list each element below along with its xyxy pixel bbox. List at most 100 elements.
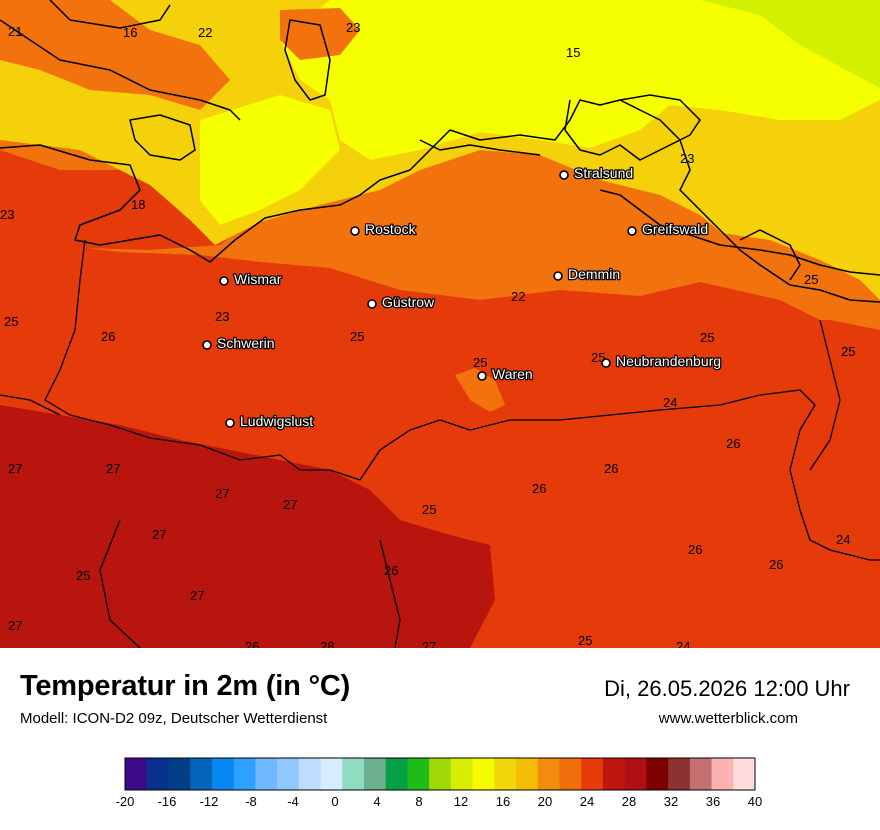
zone-16-20-west <box>200 95 340 225</box>
temp-label: 26 <box>769 557 783 572</box>
legend-swatch <box>711 758 734 790</box>
temp-label: 23 <box>0 207 14 222</box>
model-subtitle: Modell: ICON-D2 09z, Deutscher Wetterdie… <box>20 710 328 727</box>
city-schwerin: Schwerin <box>202 334 276 352</box>
city-stralsund: Stralsund <box>559 164 634 182</box>
legend-tick-label: 16 <box>496 794 510 809</box>
forecast-datetime: Di, 26.05.2026 12:00 Uhr <box>604 676 850 701</box>
legend-swatch <box>168 758 191 790</box>
temp-label: 24 <box>836 532 850 547</box>
temp-label: 15 <box>566 45 580 60</box>
city-guestrow: Güstrow <box>367 293 436 311</box>
temp-label: 26 <box>604 461 618 476</box>
zone-14-16 <box>700 0 880 88</box>
temp-label: 24 <box>676 639 690 648</box>
temp-label: 25 <box>841 344 855 359</box>
legend-tick-label: -4 <box>287 794 299 809</box>
temp-label: 27 <box>422 639 436 648</box>
legend-swatch <box>211 758 235 790</box>
temp-label: 26 <box>688 542 702 557</box>
legend-swatch <box>668 758 691 790</box>
temp-label: 27 <box>190 588 204 603</box>
legend-swatch <box>233 758 256 790</box>
legend-swatch <box>733 758 756 790</box>
temp-label: 25 <box>578 633 592 648</box>
temp-label: 26 <box>245 639 259 648</box>
city-label-stralsund: Stralsund <box>574 165 633 181</box>
city-waren: Waren <box>477 365 534 383</box>
temp-label: 25 <box>804 272 818 287</box>
temp-label: 27 <box>106 461 120 476</box>
legend-swatch <box>624 758 647 790</box>
temp-label: 25 <box>591 350 605 365</box>
temp-label: 27 <box>215 486 229 501</box>
legend-tick-label: 28 <box>622 794 636 809</box>
city-label-wismar: Wismar <box>234 271 282 287</box>
legend-tick-label: 40 <box>748 794 762 809</box>
legend-tick-label: 36 <box>706 794 720 809</box>
temp-label: 22 <box>198 25 212 40</box>
color-legend: -20 -16 -12 -8 -4 0 4 8 12 16 20 24 28 32 36 40 <box>116 757 762 809</box>
city-label-ludwigslust: Ludwigslust <box>240 413 313 429</box>
legend-swatch <box>472 758 495 790</box>
legend-swatch <box>429 758 452 790</box>
temp-label: 26 <box>726 436 740 451</box>
legend-border <box>124 757 756 791</box>
temp-label: 27 <box>283 497 297 512</box>
zone-22-24-nw <box>0 0 230 110</box>
legend-swatch <box>298 758 322 790</box>
website-link[interactable]: www.wetterblick.com <box>658 710 798 727</box>
legend-swatch <box>407 758 430 790</box>
temp-label: 27 <box>152 527 166 542</box>
legend-swatch <box>277 758 300 790</box>
legend-tick-label: 24 <box>580 794 594 809</box>
city-ludwigslust: Ludwigslust <box>225 412 315 430</box>
zone-22-24-east <box>690 230 880 330</box>
temp-label: 28 <box>320 639 334 648</box>
temp-label: 27 <box>8 618 22 633</box>
legend-tick-label: -8 <box>245 794 257 809</box>
zone-22-24-lake <box>455 368 505 412</box>
legend-swatches <box>124 757 756 791</box>
temp-label: 25 <box>700 330 714 345</box>
city-rostock: Rostock <box>350 220 418 238</box>
legend-swatch <box>146 758 169 790</box>
city-label-schwerin: Schwerin <box>217 335 275 351</box>
temp-label: 23 <box>346 20 360 35</box>
legend-tick-label: 4 <box>373 794 380 809</box>
city-label-neubrandenburg: Neubrandenburg <box>616 353 721 369</box>
legend-swatch <box>125 758 148 790</box>
temp-label: 16 <box>123 25 137 40</box>
legend-swatch <box>516 758 539 790</box>
city-label-greifswald: Greifswald <box>642 221 708 237</box>
temp-label: 26 <box>532 481 546 496</box>
temp-label: 25 <box>350 329 364 344</box>
legend-swatch <box>342 758 365 790</box>
temp-label: 23 <box>680 151 694 166</box>
legend-swatch <box>363 758 387 790</box>
legend-swatch <box>537 758 560 790</box>
legend-swatch <box>255 758 278 790</box>
temp-label: 24 <box>663 395 677 410</box>
legend-swatch <box>581 758 604 790</box>
city-label-guestrow: Güstrow <box>382 294 435 310</box>
temp-label: 27 <box>8 461 22 476</box>
legend-swatch <box>494 758 517 790</box>
city-label-rostock: Rostock <box>365 221 417 237</box>
legend-swatch <box>602 758 626 790</box>
city-label-demmin: Demmin <box>568 266 620 282</box>
legend-swatch <box>559 758 582 790</box>
temp-label: 25 <box>473 355 487 370</box>
legend-tick-label: 8 <box>415 794 422 809</box>
legend-swatch <box>646 758 669 790</box>
map-title: Temperatur in 2m (in °C) <box>20 670 351 702</box>
temp-label: 23 <box>215 309 229 324</box>
legend-tick-label: -20 <box>116 794 135 809</box>
legend-tick-label: 32 <box>664 794 678 809</box>
temperature-labels: 21 16 22 23 15 23 23 18 25 26 23 25 25 2… <box>0 20 855 648</box>
legend-tick-label: -12 <box>200 794 219 809</box>
city-markers: Stralsund Rostock Greifswald Demmin Wism… <box>202 164 722 430</box>
legend-swatch <box>450 758 474 790</box>
city-wismar: Wismar <box>219 270 283 288</box>
zone-26-28 <box>0 405 495 648</box>
